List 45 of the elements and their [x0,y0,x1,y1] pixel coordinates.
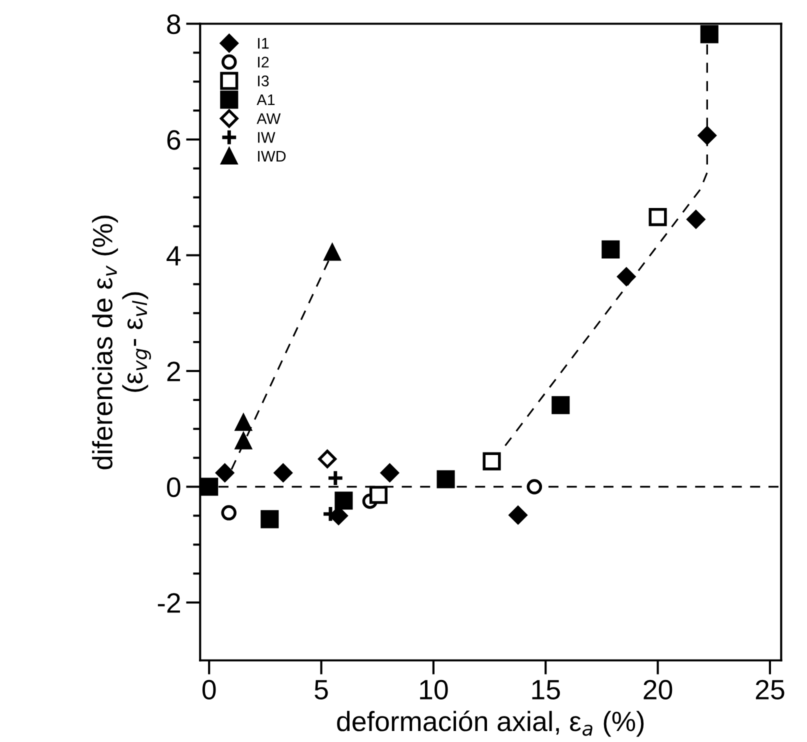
point [700,25,718,44]
point [318,450,337,468]
y-tick-label: -2 [158,593,180,613]
legend-label: AW [256,113,281,124]
x-tick-label: 10 [420,680,448,700]
y-tick-label: 4 [166,246,181,266]
legend-label: I3 [258,76,269,86]
point [686,210,706,229]
x-tick-label: 15 [532,680,560,700]
point [698,126,716,145]
legend-label: I1 [258,38,269,49]
point [602,240,620,258]
legend-label: I2 [258,56,269,68]
point [526,479,542,494]
text: diferencias de ε$_{v}$ (%) (ε$_{vg}$- ε$_{vl}$) [92,216,151,470]
x-tick-label: 25 [756,680,784,700]
point [552,396,570,414]
legend-label: IW [258,132,276,143]
x-tick-label: 20 [644,680,672,700]
point [482,452,501,470]
x-tick-label: 5 [314,680,328,700]
y-tick-label: 2 [167,362,180,382]
point [648,208,667,226]
point [274,464,292,482]
point [326,469,344,487]
point [221,505,236,520]
point [369,486,388,504]
point [508,506,528,524]
point [380,464,399,482]
point [200,478,218,496]
legend-label: A1 [256,94,275,106]
y-tick-label: 8 [167,14,180,34]
point [436,470,455,488]
x-tick-label: 0 [202,680,216,700]
point [216,464,234,482]
legend-label: IWD [258,151,286,162]
y-tick-label: 0 [167,477,180,498]
point [334,492,353,510]
point [617,267,636,286]
point [235,414,252,431]
point [260,510,279,528]
y-tick-label: 6 [167,130,180,150]
point [235,432,252,450]
x-axis-title: deformación axial, ε$_{a}$ (%) [337,710,644,737]
point [324,244,341,261]
